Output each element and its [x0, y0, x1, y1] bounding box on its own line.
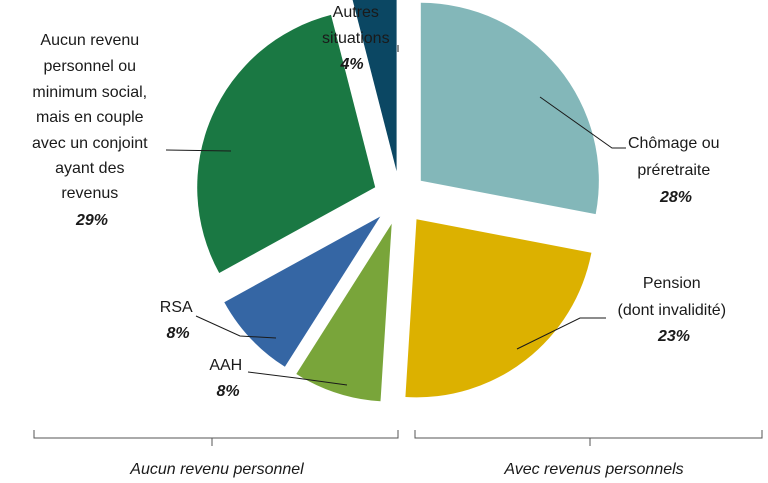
label-chomage: Chômage ou préretraite 28% [628, 135, 724, 206]
leader-lines [165, 45, 626, 386]
leader-line-aah [247, 371, 348, 386]
slice-rsa [224, 216, 381, 367]
value-aah: 8% [216, 383, 239, 400]
group-label-aucun: Aucun revenu personnel [129, 461, 304, 478]
value-autres: 4% [339, 56, 363, 73]
group-label-avec: Avec revenus personnels [503, 461, 683, 478]
label-pension: Pension (dont invalidité) 23% [618, 275, 731, 345]
slice-chomage [420, 2, 599, 215]
leader-line-couple [165, 149, 232, 152]
label-rsa: RSA 8% [160, 299, 196, 342]
brace-avec [414, 430, 763, 446]
leader-line-pension [516, 317, 606, 350]
slice-pension [405, 219, 592, 398]
slice-couple [197, 14, 376, 274]
slice-autres [352, 0, 397, 172]
leader-line-rsa [195, 315, 277, 339]
slice-aah [296, 223, 392, 402]
value-rsa: 8% [166, 325, 189, 342]
pie-slices [197, 0, 599, 402]
value-couple: 29% [75, 212, 108, 229]
value-chomage: 28% [659, 189, 692, 206]
brace-aucun [33, 430, 399, 446]
label-couple: Aucun revenu personnel ou minimum social… [32, 32, 152, 229]
label-aah: AAH 8% [209, 357, 246, 400]
leader-line-chomage [539, 96, 626, 149]
value-pension: 23% [657, 328, 690, 345]
label-autres: Autres situations 4% [322, 4, 394, 73]
